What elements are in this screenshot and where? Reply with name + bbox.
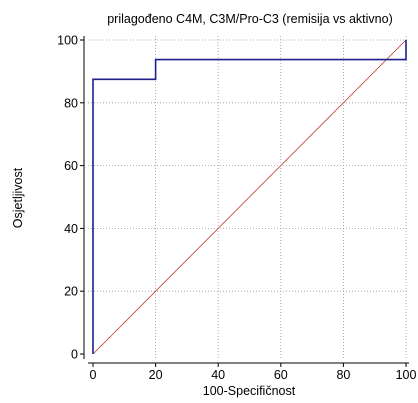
x-tick-label: 100 xyxy=(396,368,417,382)
y-tick-label: 100 xyxy=(57,34,78,48)
series-group xyxy=(93,40,406,354)
y-tick-label: 80 xyxy=(64,96,78,110)
x-tick-label: 0 xyxy=(90,368,97,382)
x-tick-label: 60 xyxy=(274,368,288,382)
chart-title: prilagođeno C4M, C3M/Pro-C3 (remisija vs… xyxy=(107,12,393,26)
y-tick-label: 40 xyxy=(64,222,78,236)
y-axis-label: Osjetljivost xyxy=(11,167,25,228)
y-ticks: 0 20 40 60 80 100 xyxy=(57,34,84,362)
y-tick-label: 20 xyxy=(64,285,78,299)
x-tick-label: 20 xyxy=(149,368,163,382)
x-tick-label: 40 xyxy=(211,368,225,382)
y-tick-label: 0 xyxy=(71,348,78,362)
x-ticks: 0 20 40 60 80 100 xyxy=(90,363,417,382)
reference-diagonal-line xyxy=(93,40,406,354)
y-tick-label: 60 xyxy=(64,159,78,173)
x-tick-label: 80 xyxy=(336,368,350,382)
x-axis-label: 100-Specifičnost xyxy=(203,384,296,398)
